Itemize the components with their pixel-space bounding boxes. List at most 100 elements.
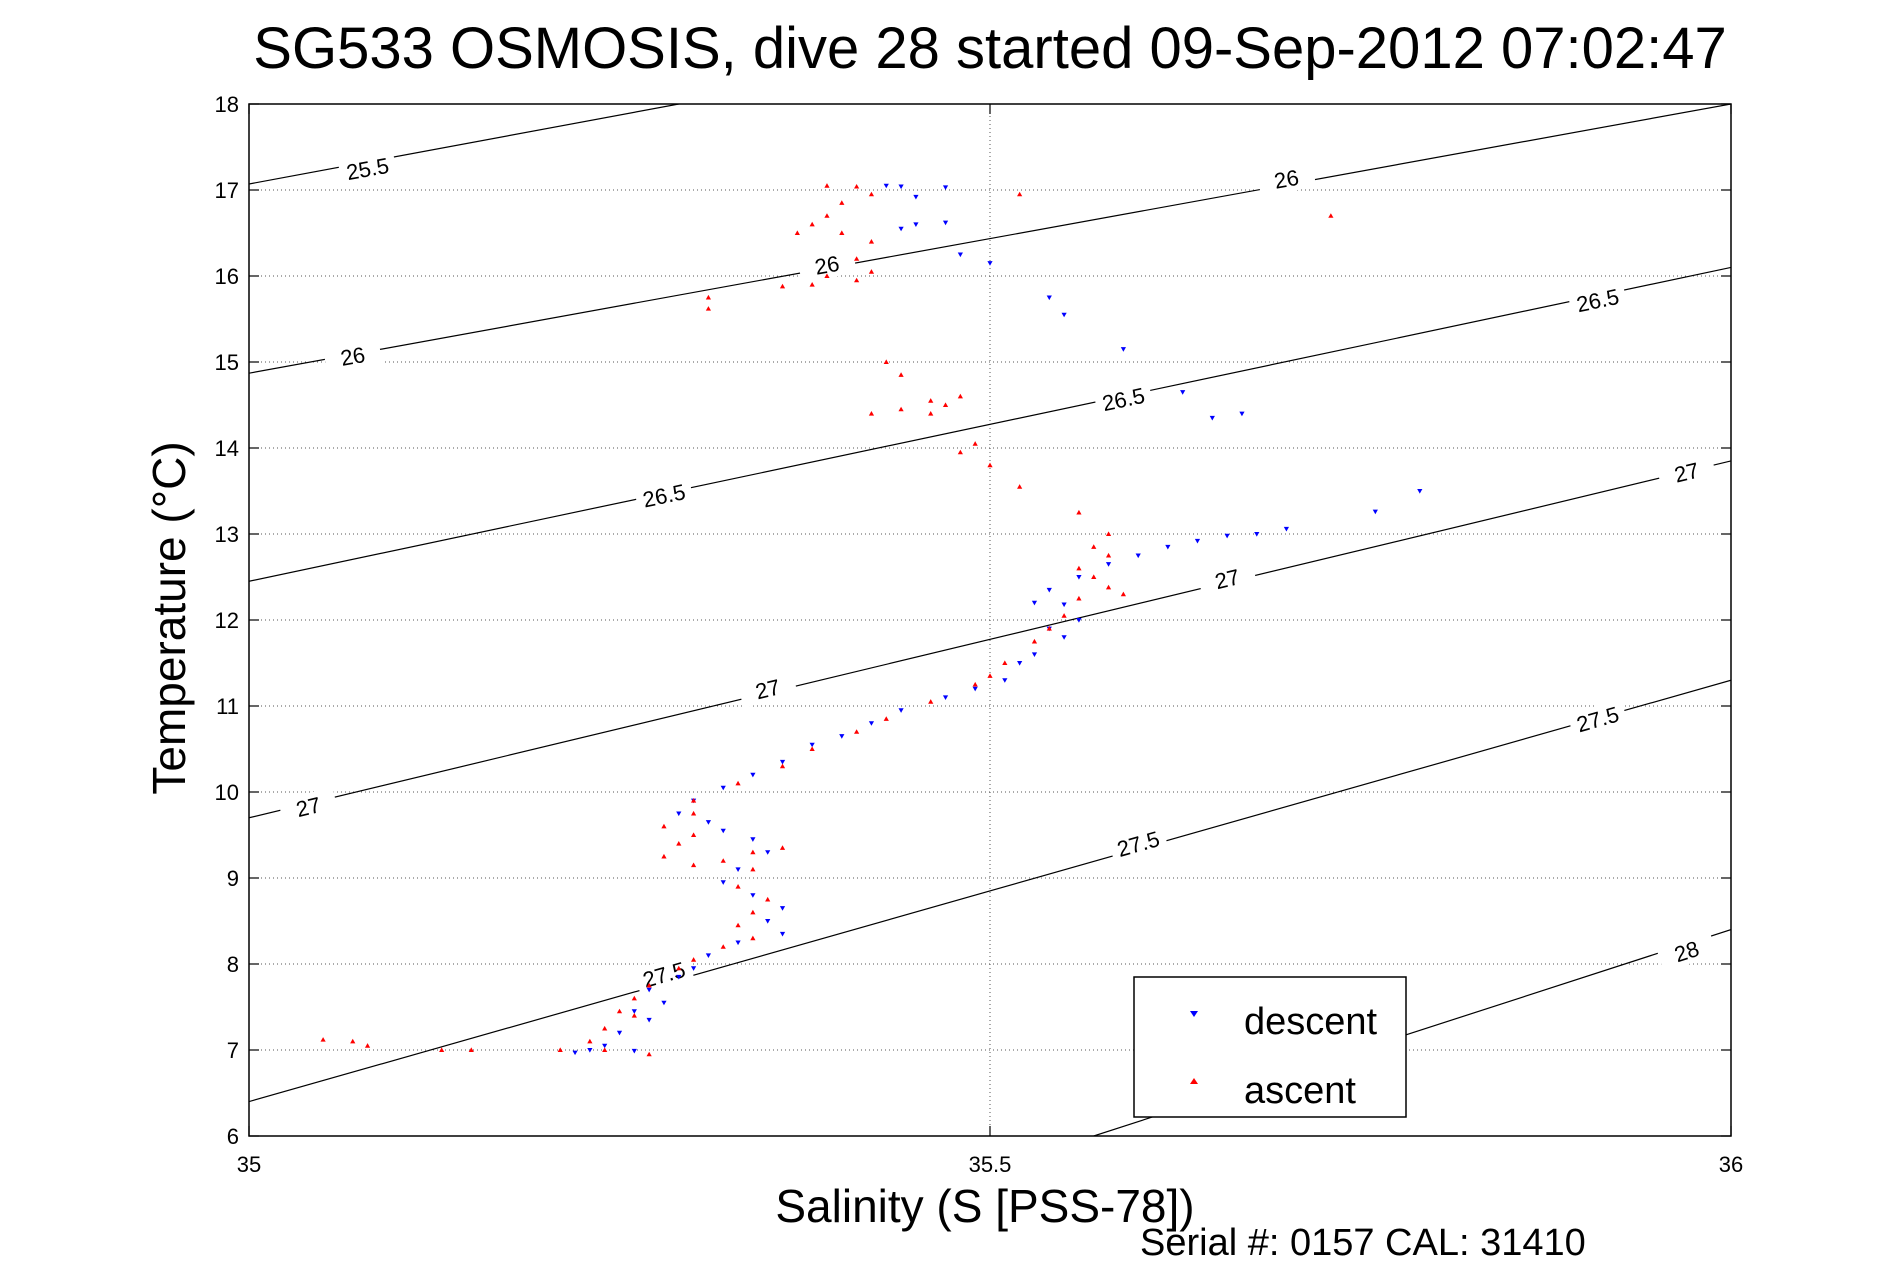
ascent-point	[1002, 660, 1008, 665]
descent-point	[1209, 415, 1215, 421]
legend-ascent-label: ascent	[1244, 1070, 1356, 1112]
legend-box	[1133, 976, 1407, 1118]
contour-label: 27	[294, 792, 324, 822]
contour-label-bg	[1107, 823, 1169, 864]
descent-point	[705, 953, 712, 958]
legend-descent-marker	[1190, 1011, 1198, 1017]
ascent-point	[854, 183, 860, 189]
ascent-point	[1076, 595, 1082, 601]
ascent-point	[616, 1008, 623, 1014]
ascent-point	[735, 922, 741, 928]
ascent-point	[809, 282, 815, 287]
ascent-point	[854, 729, 860, 734]
ascent-point	[602, 1025, 608, 1031]
contour-label-bg	[633, 476, 695, 514]
ascent-point	[735, 780, 741, 786]
descent-point	[1224, 533, 1230, 539]
ascent-point	[750, 849, 756, 855]
descent-point	[809, 742, 815, 748]
y-tick-label: 16	[215, 264, 239, 289]
contour-label-bg	[337, 150, 398, 187]
x-tick-label: 35.5	[969, 1152, 1012, 1177]
ascent-point	[705, 294, 712, 300]
ascent-point	[587, 1038, 593, 1044]
ascent-point	[691, 957, 697, 962]
descent-point	[602, 1043, 608, 1049]
descent-point	[705, 820, 712, 825]
ascent-point	[705, 306, 712, 311]
descent-point	[1002, 678, 1008, 683]
ascent-point	[854, 256, 860, 261]
descent-point	[1180, 390, 1186, 395]
ascent-point	[1017, 191, 1023, 197]
ascent-point	[691, 810, 697, 816]
ascent-point	[364, 1043, 371, 1048]
contour-label: 27	[1672, 458, 1702, 488]
ascent-point	[987, 673, 993, 678]
descent-point	[1061, 635, 1067, 640]
ascent-point	[898, 372, 904, 377]
descent-point	[868, 721, 875, 726]
ascent-point	[928, 411, 934, 416]
descent-point	[1061, 602, 1067, 608]
descent-point	[1031, 652, 1038, 657]
descent-point	[957, 252, 963, 258]
ascent-point	[1120, 591, 1126, 597]
contour-label: 27	[753, 674, 783, 704]
ascent-point	[750, 866, 756, 872]
contour-label-bg	[1655, 930, 1718, 973]
descent-point	[898, 226, 904, 232]
descent-point	[750, 893, 756, 898]
y-tick-label: 14	[215, 436, 239, 461]
ascent-point	[1091, 544, 1097, 549]
contour-label-bg	[1567, 281, 1628, 319]
ascent-point	[839, 230, 845, 235]
ascent-point	[468, 1047, 474, 1052]
x-tick-label: 36	[1719, 1152, 1743, 1177]
ascent-point	[779, 845, 786, 850]
ascent-point	[824, 183, 830, 188]
descent-point	[987, 261, 993, 266]
contour-label-bg	[797, 247, 857, 283]
contour-label-bg	[1196, 559, 1258, 598]
ascent-point	[1017, 484, 1023, 489]
descent-point	[942, 220, 949, 226]
descent-point	[720, 880, 726, 885]
descent-point	[616, 1030, 623, 1036]
ascent-point	[1076, 565, 1082, 571]
ascent-point	[809, 746, 815, 751]
ascent-point	[631, 1013, 637, 1018]
ascent-point	[868, 239, 875, 244]
ascent-point	[942, 402, 949, 407]
descent-point	[587, 1048, 593, 1053]
descent-point	[779, 759, 786, 765]
contour-label-bg	[1656, 452, 1717, 492]
ascent-points	[320, 183, 1334, 1057]
y-tick-label: 11	[216, 694, 239, 719]
ascent-point	[439, 1047, 445, 1052]
ascent-point	[824, 213, 830, 218]
contour-label-bg	[322, 338, 383, 374]
ascent-point	[750, 935, 756, 941]
ascent-point	[972, 441, 978, 446]
ascent-point	[557, 1047, 563, 1052]
descent-point	[646, 1017, 652, 1023]
descent-point	[1254, 532, 1260, 537]
ascent-point	[1105, 584, 1112, 590]
x-tick-label: 35	[237, 1152, 261, 1177]
descent-point	[1076, 618, 1082, 623]
descent-point	[646, 987, 652, 993]
ascent-point	[972, 681, 978, 687]
descent-point	[691, 966, 697, 971]
descent-point	[779, 906, 786, 911]
ascent-point	[320, 1037, 326, 1042]
grid-lines	[249, 104, 1731, 1136]
ascent-point	[691, 798, 697, 803]
ascent-point	[350, 1038, 356, 1044]
ascent-point	[779, 763, 786, 769]
contour-label: 27	[1212, 564, 1242, 594]
descent-point	[1194, 538, 1201, 544]
ascent-point	[1105, 531, 1112, 536]
legend-ascent-marker	[1190, 1078, 1198, 1084]
ascent-point	[883, 359, 889, 364]
